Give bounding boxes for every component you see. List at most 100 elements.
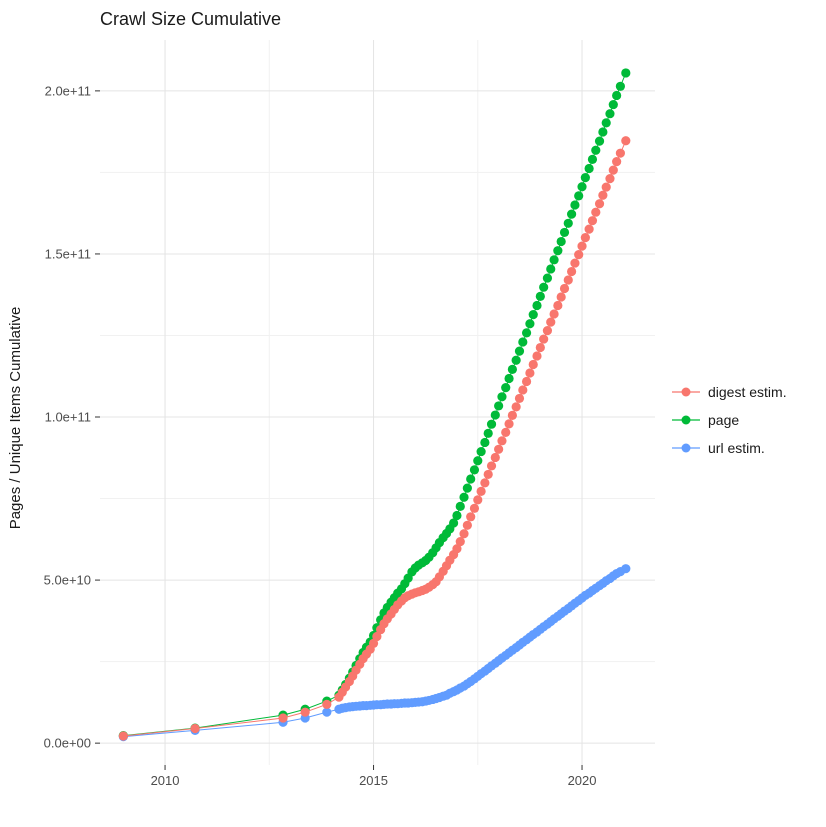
data-point xyxy=(577,241,587,251)
data-point xyxy=(483,428,493,438)
data-point xyxy=(605,174,615,184)
data-point xyxy=(473,495,483,505)
data-point xyxy=(605,109,615,119)
data-point xyxy=(587,216,598,226)
legend-item: page xyxy=(672,412,739,428)
data-point xyxy=(372,631,382,642)
data-point xyxy=(532,351,542,361)
data-point xyxy=(598,190,608,200)
data-point xyxy=(118,731,128,741)
data-point xyxy=(546,317,556,327)
data-point xyxy=(507,364,517,374)
data-point xyxy=(580,173,590,183)
data-point xyxy=(448,518,459,528)
data-point xyxy=(521,328,532,338)
data-point xyxy=(549,309,559,319)
y-tick-label: 1.0e+11 xyxy=(45,410,91,425)
data-point xyxy=(497,392,507,402)
chart-title: Crawl Size Cumulative xyxy=(100,9,281,29)
data-point xyxy=(528,310,538,320)
data-point xyxy=(278,713,288,723)
data-point xyxy=(494,444,504,454)
data-point xyxy=(615,148,625,158)
data-point xyxy=(580,233,590,243)
data-point xyxy=(577,182,587,192)
data-point xyxy=(490,410,500,420)
data-point xyxy=(528,359,538,370)
data-point xyxy=(608,165,618,175)
data-point xyxy=(469,503,480,513)
data-point xyxy=(591,207,601,217)
data-point xyxy=(504,373,514,384)
data-point xyxy=(511,355,521,365)
data-point xyxy=(514,346,525,356)
data-point xyxy=(507,410,517,420)
data-point xyxy=(476,486,486,496)
data-point xyxy=(546,264,556,274)
data-point xyxy=(539,282,549,292)
series-url-estim- xyxy=(118,564,631,742)
data-point xyxy=(542,325,553,336)
data-point xyxy=(525,368,535,378)
data-point xyxy=(322,699,332,709)
data-point xyxy=(368,638,379,648)
y-tick-label: 2.0e+11 xyxy=(45,83,91,98)
data-point xyxy=(504,419,514,429)
data-point xyxy=(598,127,608,137)
data-point xyxy=(494,401,504,411)
series-layer xyxy=(118,68,631,742)
data-point xyxy=(553,300,563,311)
data-point xyxy=(574,249,584,260)
data-point xyxy=(584,224,594,234)
data-point xyxy=(587,154,598,164)
data-point xyxy=(567,266,577,277)
data-point xyxy=(476,446,486,457)
x-tick-label: 2010 xyxy=(151,773,180,788)
y-tick-label: 5.0e+10 xyxy=(44,573,91,588)
data-point xyxy=(473,456,483,466)
data-point xyxy=(584,163,594,174)
series-digest-estim- xyxy=(118,136,631,741)
data-point xyxy=(452,510,462,521)
legend: digest estim. page url estim. xyxy=(672,384,787,456)
data-point xyxy=(570,200,580,210)
data-point xyxy=(455,536,465,547)
data-point xyxy=(511,402,521,412)
data-point xyxy=(612,157,622,167)
data-point xyxy=(300,707,310,717)
legend-key-dot xyxy=(681,443,691,453)
data-point xyxy=(532,300,542,311)
series-line xyxy=(123,568,627,738)
data-point xyxy=(563,275,573,285)
data-point xyxy=(621,136,631,146)
data-point xyxy=(514,393,525,404)
x-tick-label: 2020 xyxy=(568,773,597,788)
data-point xyxy=(539,334,549,344)
data-point xyxy=(525,319,535,329)
data-point xyxy=(612,90,622,101)
data-point xyxy=(518,337,528,347)
data-point xyxy=(190,723,200,734)
data-point xyxy=(501,383,511,393)
legend-key-dot xyxy=(681,415,691,425)
legend-label: url estim. xyxy=(708,440,765,456)
y-tick-label: 1.5e+11 xyxy=(45,246,91,261)
data-point xyxy=(559,283,570,294)
data-point xyxy=(570,258,580,268)
data-point xyxy=(559,227,570,238)
data-point xyxy=(563,218,573,228)
data-point xyxy=(455,501,465,511)
data-point xyxy=(497,436,507,446)
data-point xyxy=(621,68,631,78)
y-tick-label: 0.0e+00 xyxy=(44,736,91,751)
data-point xyxy=(574,191,584,201)
data-point xyxy=(594,199,605,209)
data-point xyxy=(621,564,631,574)
data-point xyxy=(601,118,611,128)
data-point xyxy=(480,437,490,448)
data-point xyxy=(480,478,490,488)
data-point xyxy=(486,461,497,471)
data-point xyxy=(535,342,545,353)
data-point xyxy=(322,707,332,717)
